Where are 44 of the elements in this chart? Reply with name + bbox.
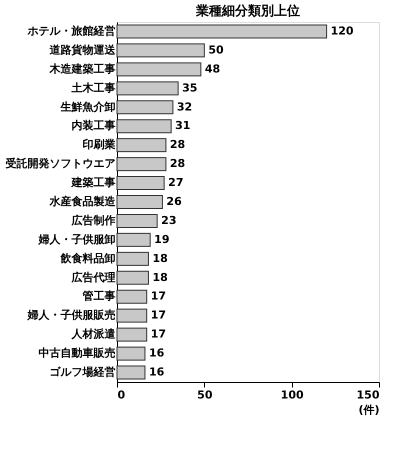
x-tick-label: 100 — [280, 388, 304, 402]
data-label: 16 — [148, 346, 165, 360]
x-axis-title: (件) — [358, 404, 380, 416]
data-label: 120 — [330, 24, 354, 38]
data-label: 18 — [152, 252, 168, 265]
x-tick-label: 150 — [356, 388, 380, 402]
data-label: 17 — [150, 328, 166, 341]
data-label: 50 — [208, 43, 224, 56]
data-label: 48 — [204, 62, 220, 76]
data-label: 16 — [148, 366, 165, 379]
y-tick-label: 婦人・子供服販売 — [26, 308, 116, 322]
y-tick-label: ホテル・旅館経営 — [26, 24, 116, 38]
data-label: 17 — [150, 290, 166, 303]
y-tick-label: 広告制作 — [70, 214, 116, 227]
y-tick-label: 人材派遣 — [70, 328, 116, 341]
y-tick-label: 土木工事 — [70, 81, 116, 94]
y-tick-label: 木造建築工事 — [48, 62, 116, 76]
y-tick-label: ゴルフ場経営 — [50, 366, 116, 379]
data-label: 19 — [154, 232, 170, 246]
data-label: 31 — [175, 119, 190, 132]
chart-title: 業種細分類別上位 — [195, 4, 300, 19]
y-tick-label: 中古自動車販売 — [38, 346, 116, 360]
y-tick-label: 水産食品製造 — [48, 195, 116, 208]
x-tick-label: 50 — [197, 388, 213, 402]
x-tick-label: 0 — [118, 388, 126, 402]
data-label: 27 — [168, 176, 184, 190]
y-tick-label: 道路貨物運送 — [48, 43, 116, 56]
y-tick-label: 婦人・子供服卸 — [38, 232, 116, 246]
y-tick-label: 受託開発ソフトウエア — [4, 157, 116, 170]
y-tick-label: 印刷業 — [82, 138, 116, 152]
y-tick-label: 生鮮魚介卸 — [60, 100, 116, 114]
data-label: 26 — [166, 195, 182, 208]
data-label: 35 — [182, 81, 198, 94]
data-label: 17 — [150, 308, 166, 322]
y-tick-label: 広告代理 — [70, 270, 116, 284]
y-tick-label: 飲食料品卸 — [60, 252, 116, 265]
y-tick-label: 建築工事 — [70, 176, 116, 190]
data-label: 18 — [152, 270, 168, 284]
data-label: 32 — [176, 100, 192, 114]
y-tick-label: 内装工事 — [72, 119, 116, 132]
data-label: 23 — [161, 214, 176, 227]
y-tick-label: 管工事 — [82, 290, 116, 303]
data-label: 28 — [170, 138, 186, 152]
data-label: 28 — [170, 157, 186, 170]
